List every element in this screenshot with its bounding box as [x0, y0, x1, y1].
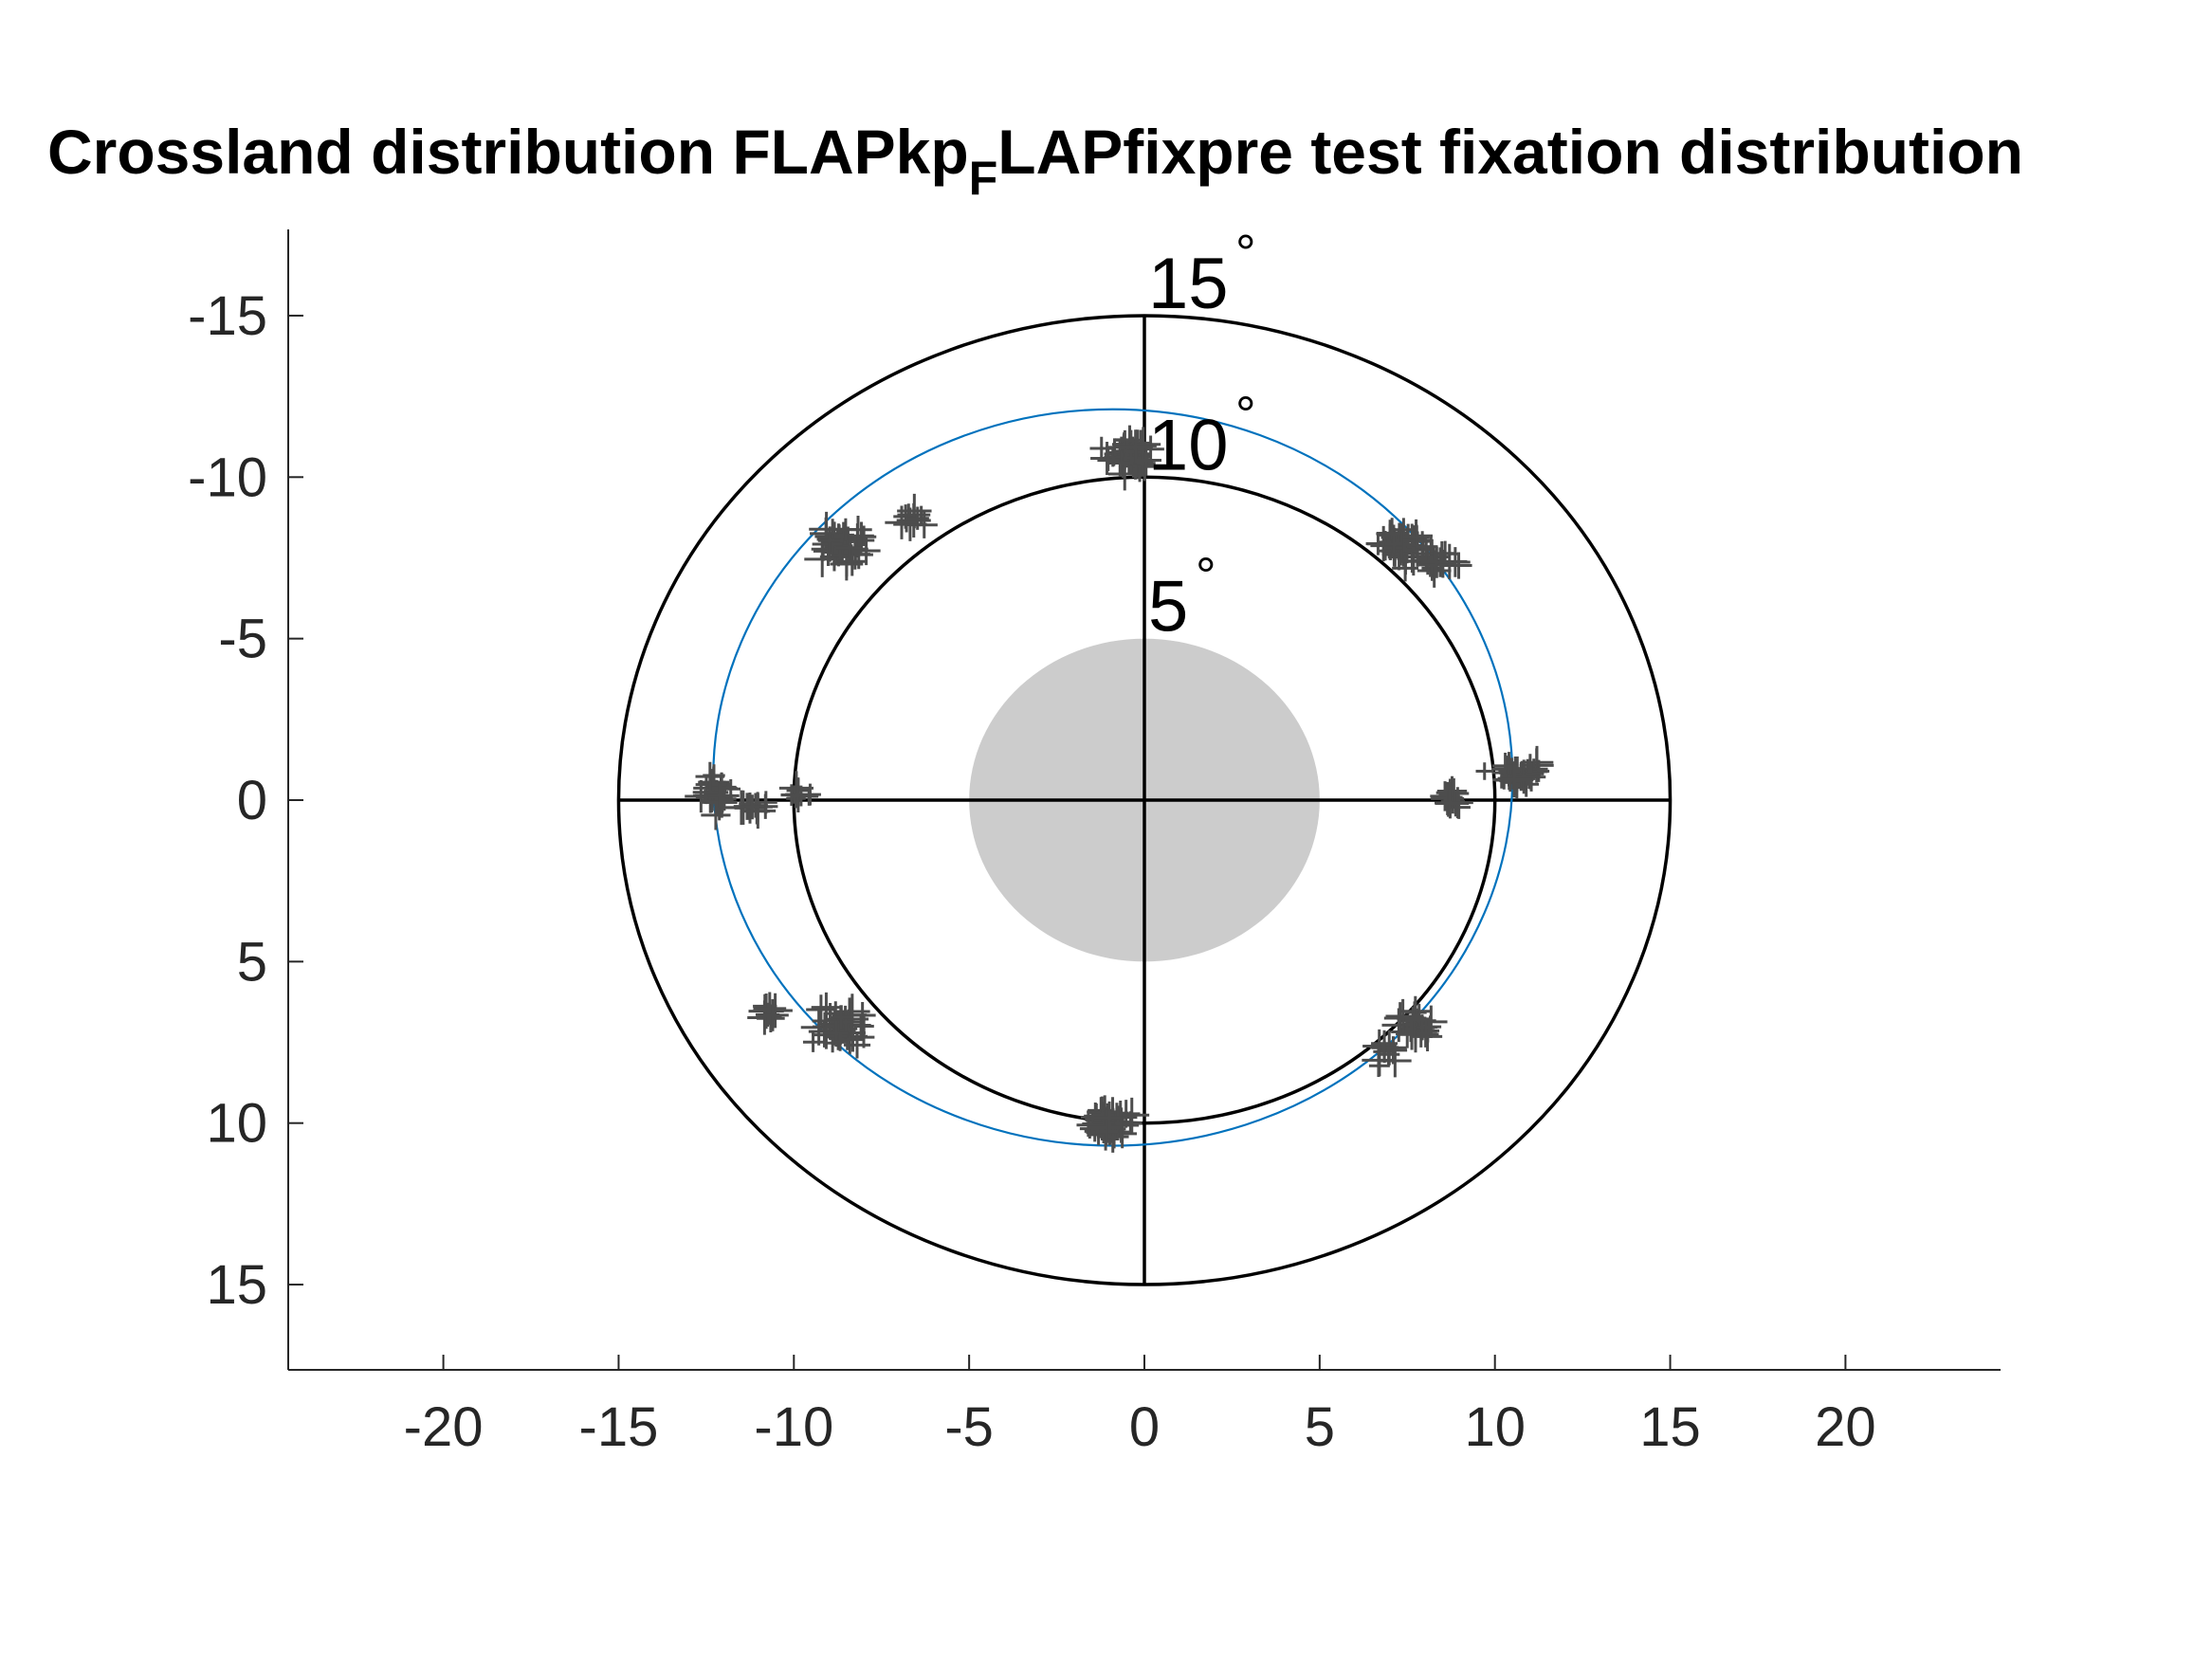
degree-symbol: °: [1196, 548, 1216, 605]
y-tick-label: 0: [237, 770, 267, 831]
fixation-marker: [910, 511, 938, 538]
fixation-cluster-9: [800, 992, 876, 1059]
fixation-marker: [1435, 787, 1466, 819]
fixation-marker: [806, 994, 836, 1025]
fixation-marker: [853, 1015, 874, 1037]
fixation-cluster-7: [1362, 1029, 1412, 1078]
fixation-marker: [1475, 762, 1493, 780]
x-tick-label: 5: [1305, 1396, 1335, 1458]
plot-area: 5 °10 °15 °: [616, 225, 1673, 1286]
fixation-marker: [817, 529, 841, 553]
fixation-marker: [885, 505, 919, 539]
fixation-marker: [1108, 450, 1134, 476]
y-tick-label: 5: [237, 931, 267, 993]
x-tick-label: 20: [1815, 1396, 1876, 1458]
fixation-marker: [757, 999, 789, 1031]
fixation-marker: [740, 794, 765, 820]
fixation-marker: [840, 1027, 866, 1052]
fixation-marker: [843, 1031, 871, 1059]
fixation-marker: [853, 525, 874, 546]
axes: -20 -15 -10 -5 0 5 10 15 20 -15 -10 -5 0 5 10 15: [188, 229, 2001, 1458]
fixation-cluster-6: [1381, 995, 1448, 1053]
fixation-marker: [836, 534, 863, 561]
fixation-marker: [754, 791, 777, 814]
x-tick-label: -15: [579, 1396, 659, 1458]
fixation-cluster-13: [778, 771, 821, 812]
eccentricity-label-5: 5: [1148, 567, 1188, 647]
fixation-cluster-1: [1089, 425, 1164, 491]
fixation-marker: [1137, 435, 1164, 464]
fixation-marker: [1095, 1120, 1119, 1143]
fixation-marker: [1496, 761, 1532, 798]
x-tick-label: -10: [754, 1396, 833, 1458]
fixation-marker: [707, 783, 733, 809]
fixation-marker: [1362, 1043, 1396, 1077]
fixation-marker: [1385, 998, 1420, 1034]
eccentricity-label-10: 10: [1148, 405, 1229, 485]
x-tick-label: -5: [944, 1396, 994, 1458]
fixation-marker: [1118, 429, 1153, 465]
fixation-marker: [802, 1031, 824, 1052]
fixation-marker: [1384, 535, 1403, 554]
fixation-marker: [819, 542, 850, 572]
fixation-cluster-10: [747, 992, 793, 1035]
fixation-marker: [1124, 450, 1156, 483]
x-tick-label: 0: [1129, 1396, 1160, 1458]
degree-symbol: °: [1235, 225, 1256, 282]
fixation-marker: [1092, 1111, 1115, 1134]
fixation-cluster-4: [1475, 745, 1554, 799]
fixation-cluster-3: [1392, 531, 1472, 588]
chart-title-prefix: Crossland distribution FLAPkp: [47, 117, 969, 187]
x-tick-label: 10: [1464, 1396, 1526, 1458]
fixation-marker: [905, 506, 929, 530]
fixation-cluster-12: [723, 790, 778, 830]
fixation-marker: [1369, 1032, 1399, 1062]
fixation-cluster-8: [1076, 1095, 1150, 1153]
chart-title: Crossland distribution FLAPkpFLAPfixpre …: [47, 117, 2023, 205]
fixation-marker: [1420, 552, 1448, 578]
x-tick-label: -20: [404, 1396, 484, 1458]
fixation-marker: [1401, 1003, 1436, 1038]
x-tick-label: 15: [1639, 1396, 1701, 1458]
fixation-marker: [1420, 546, 1453, 578]
y-tick-label: 10: [206, 1093, 267, 1155]
fixation-marker: [851, 537, 881, 566]
y-tick-label: -10: [188, 447, 267, 508]
fixation-marker: [753, 992, 787, 1026]
y-tick-label: -5: [218, 609, 267, 670]
y-tick-label: -15: [188, 285, 267, 347]
fixation-marker: [831, 1032, 850, 1051]
y-tick-label: 15: [206, 1254, 267, 1316]
fixation-marker: [1501, 766, 1533, 799]
fixation-cluster-11: [685, 761, 741, 830]
fixation-marker: [1507, 759, 1542, 794]
fixation-cluster-14: [804, 511, 881, 581]
fixation-marker: [799, 787, 819, 806]
fixation-marker: [1097, 449, 1120, 471]
chart-title-suffix: LAPfixpre test fixation distribution: [997, 117, 2023, 187]
fixation-cluster-5: [1430, 775, 1473, 819]
fixation-marker: [705, 787, 738, 818]
fixation-marker: [1093, 1101, 1126, 1134]
fixation-cluster-15: [885, 493, 938, 541]
degree-symbol: °: [1235, 386, 1256, 443]
fixation-marker: [821, 534, 843, 556]
chart-title-subscript: F: [969, 152, 998, 205]
fixation-marker: [829, 1005, 854, 1030]
fixation-marker: [1396, 1017, 1428, 1050]
fixation-marker: [834, 518, 857, 541]
eccentricity-label-15: 15: [1148, 244, 1229, 324]
